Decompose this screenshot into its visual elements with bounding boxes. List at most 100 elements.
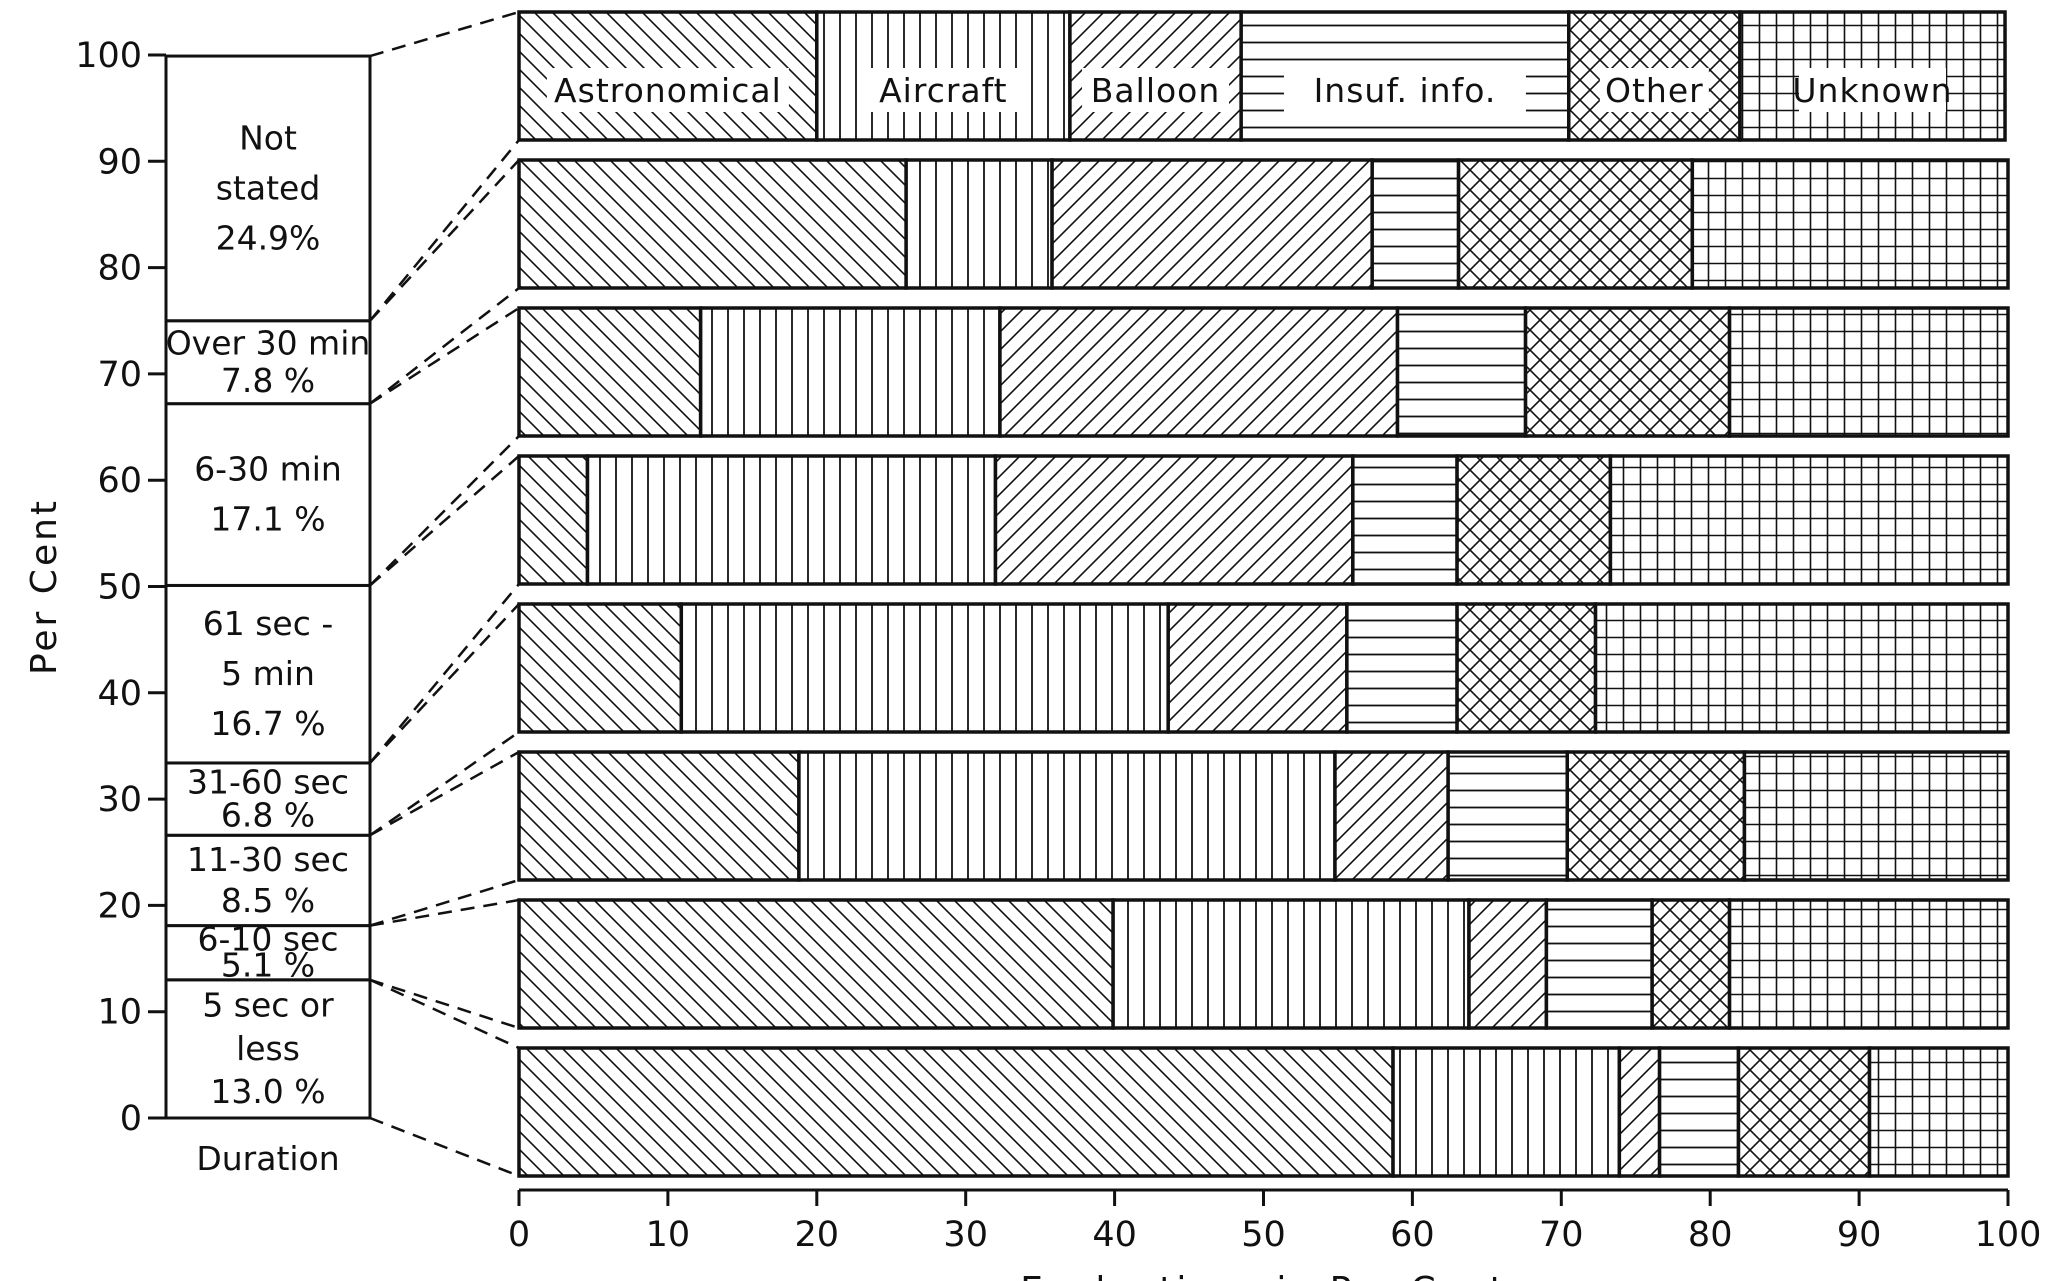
bar-segment-aircraft	[585, 454, 998, 586]
x-tick-label: 60	[1390, 1215, 1435, 1255]
bar-segment-astronomical	[517, 898, 1115, 1030]
x-tick-label: 80	[1688, 1215, 1733, 1255]
connector-line	[369, 978, 520, 1050]
bar-segment-astronomical	[517, 750, 801, 882]
duration-segment-label: 13.0 %	[210, 1072, 325, 1111]
bar-segment-balloon	[1333, 750, 1450, 882]
duration-segment-label: 16.7 %	[210, 704, 325, 743]
bar-segment-other	[1736, 1046, 1872, 1178]
duration-caption: Duration	[196, 1139, 339, 1178]
duration-tick-label: 50	[97, 568, 142, 608]
series-label-backdrop	[860, 68, 1027, 112]
x-tick-label: 70	[1539, 1215, 1584, 1255]
duration-segment-label: 5 sec or	[202, 986, 334, 1025]
bar-segment-balloon	[993, 454, 1355, 586]
bar-segment-unknown	[1727, 306, 2010, 438]
bar-segment-other	[1455, 454, 1613, 586]
duration-segment	[164, 583, 372, 765]
bar-segment-aircraft	[1111, 898, 1471, 1030]
bar-segment-balloon	[1467, 898, 1549, 1030]
connector-line	[369, 603, 520, 764]
duration-segment-label: 5 min	[221, 654, 315, 693]
x-tick-label: 10	[646, 1215, 691, 1255]
duration-tick-label: 70	[97, 355, 142, 395]
bar-row-5-sec-or-less	[517, 1046, 2010, 1178]
bar-segment-insuf-info	[1370, 158, 1461, 290]
connector-line	[369, 1116, 520, 1178]
connector-line	[369, 978, 520, 1030]
connector-line	[369, 306, 520, 405]
series-label-backdrop	[1599, 68, 1709, 112]
x-tick-label: 20	[795, 1215, 840, 1255]
bar-segment-insuf-info	[1395, 306, 1528, 438]
series-label-backdrop	[546, 68, 789, 112]
duration-segment-label: Not	[239, 118, 297, 157]
duration-segment-label: 17.1 %	[210, 500, 325, 539]
connector-line	[369, 435, 520, 587]
x-tick-label: 90	[1837, 1215, 1882, 1255]
connector-line	[369, 139, 520, 322]
connector-line	[369, 159, 520, 322]
connector-line	[369, 898, 520, 927]
duration-segment	[164, 833, 372, 928]
bar-segment-insuf-info	[1446, 750, 1570, 882]
connector-line	[369, 730, 520, 837]
series-label-other: Other	[1605, 71, 1704, 110]
bar-row-11-30-sec	[517, 750, 2010, 882]
bar-segment-astronomical	[517, 158, 908, 290]
connector-line	[369, 10, 520, 58]
bar-segment-astronomical	[517, 306, 703, 438]
duration-segment	[164, 761, 372, 837]
bar-segment-astronomical	[517, 454, 590, 586]
series-label-astronomical: Astronomical	[554, 71, 782, 110]
duration-axis: 0 10 20 30 40 50 60 70 80 90 100 Per Cent	[24, 36, 168, 1139]
duration-tick-label: 100	[75, 36, 142, 76]
series-label-backdrop	[1082, 68, 1230, 112]
series-label-unknown: Unknown	[1792, 71, 1952, 110]
bar-segment-aircraft	[904, 158, 1054, 290]
connector-line	[369, 583, 520, 764]
duration-segment-label: 24.9%	[216, 218, 321, 257]
bar-segment-aircraft	[1391, 1046, 1622, 1178]
bar-segment-unknown	[1742, 750, 2010, 882]
x-tick-label: 100	[1975, 1215, 2042, 1255]
connector-line	[369, 287, 520, 405]
bar-segment-unknown	[1608, 454, 2010, 586]
bar-segment-other	[1455, 602, 1598, 734]
connector-line	[369, 750, 520, 837]
evaluation-bars: Astronomical Aircraft Balloon Insuf. info. O…	[517, 10, 2010, 1178]
duration-segment	[164, 319, 372, 406]
bar-segment-insuf-info	[1657, 1046, 1741, 1178]
duration-tick-label: 40	[97, 674, 142, 714]
duration-segment-label: 5.1 %	[221, 946, 315, 985]
x-tick-label: 0	[508, 1215, 530, 1255]
duration-tick-label: 20	[97, 886, 142, 926]
duration-tick-label: 80	[97, 249, 142, 289]
bar-row-61-sec-5-min	[517, 454, 2010, 586]
bar-segment-unknown	[1867, 1046, 2010, 1178]
duration-segment	[164, 54, 372, 323]
duration-tick-label: 10	[97, 993, 142, 1033]
duration-axis-title: Per Cent	[24, 498, 65, 675]
bar-segment-unknown	[1727, 898, 2010, 1030]
bar-segment-astronomical	[517, 602, 684, 734]
bar-segment-aircraft	[698, 306, 1002, 438]
bar-segment-insuf-info	[1351, 454, 1459, 586]
duration-segment-label: 6.8 %	[221, 796, 315, 835]
bar-segment-other	[1565, 750, 1747, 882]
bar-segment-other	[1523, 306, 1732, 438]
bar-row-6-10-sec	[517, 898, 2010, 1030]
bar-segment-aircraft	[679, 602, 1170, 734]
duration-segment-label: less	[236, 1029, 300, 1068]
duration-tick-label: 90	[97, 142, 142, 182]
bar-segment-balloon	[1050, 158, 1374, 290]
bar-segment-other	[1650, 898, 1732, 1030]
duration-segment-label: stated	[216, 168, 321, 207]
connector-line	[369, 455, 520, 587]
bar-segment-aircraft	[797, 750, 1337, 882]
series-label-balloon: Balloon	[1091, 71, 1221, 110]
bar-row-not-stated: Astronomical Aircraft Balloon Insuf. info. O…	[517, 10, 2007, 142]
duration-segment-label: 11-30 sec	[187, 840, 349, 879]
series-label-backdrop	[1799, 68, 1947, 112]
